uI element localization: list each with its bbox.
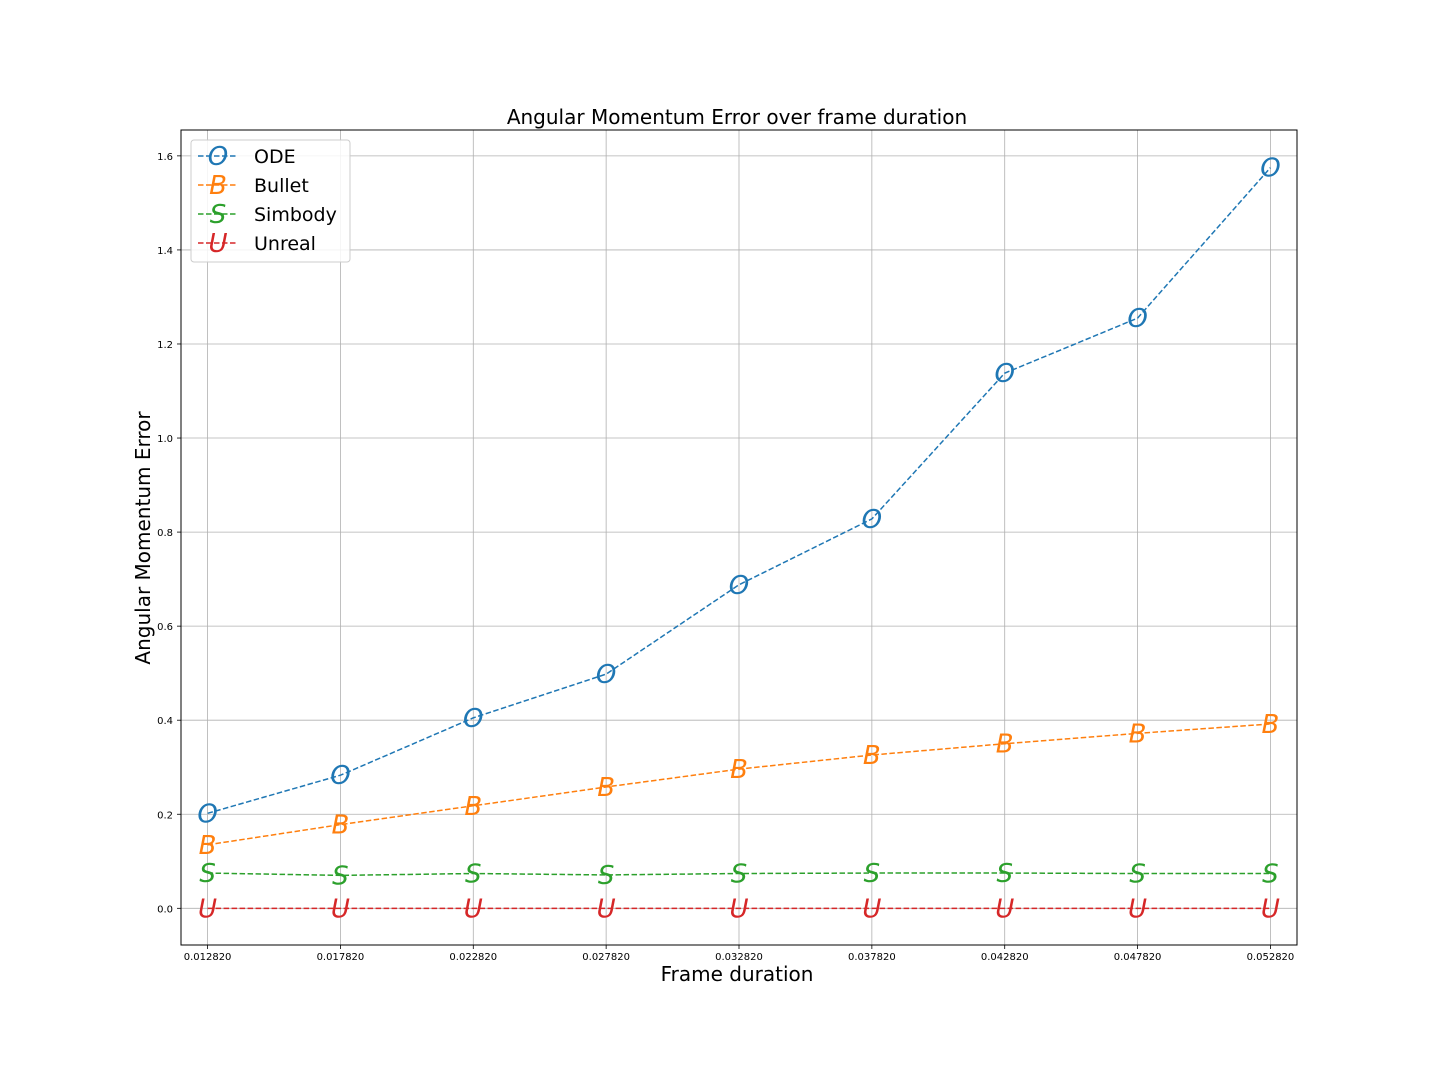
data-point-ode: O <box>596 660 616 690</box>
data-point-bullet: B <box>1129 719 1147 749</box>
data-point-simbody: S <box>1262 860 1279 890</box>
legend-box <box>190 139 351 263</box>
series-ode: O O O O O O O O O <box>197 154 1280 830</box>
legend-item-bullet: B Bullet <box>198 171 309 201</box>
data-point-unreal: U <box>464 894 483 924</box>
ticks: 0.012820 0.017820 0.022820 0.027820 0.032820… <box>157 152 1294 963</box>
chart-title: Angular Momentum Error over frame durati… <box>507 105 967 129</box>
legend-item-simbody: S Simbody <box>198 200 337 230</box>
data-point-unreal: U <box>597 894 616 924</box>
data-point-ode: O <box>862 505 882 535</box>
x-tick-label: 0.022820 <box>449 952 497 963</box>
data-point-simbody: S <box>199 859 216 889</box>
data-point-ode: O <box>994 359 1014 389</box>
legend-label: Bullet <box>254 175 309 197</box>
data-point-bullet: B <box>996 730 1014 760</box>
data-point-bullet: B <box>199 831 217 861</box>
legend-item-ode: O ODE <box>198 142 296 172</box>
data-point-unreal: U <box>1261 894 1280 924</box>
legend: O ODE B Bullet S Simbody U Unreal <box>190 139 351 263</box>
y-tick-label: 0.2 <box>157 810 173 821</box>
x-tick-label: 0.042820 <box>981 952 1029 963</box>
data-point-simbody: S <box>598 861 615 891</box>
data-point-bullet: B <box>863 741 881 771</box>
data-point-simbody: S <box>465 860 482 890</box>
data-point-unreal: U <box>1128 894 1147 924</box>
data-point-ode: O <box>1127 304 1147 334</box>
data-point-bullet: B <box>332 811 350 841</box>
x-tick-label: 0.052820 <box>1247 952 1295 963</box>
data-point-unreal: U <box>198 894 217 924</box>
y-tick-label: 0.8 <box>157 528 173 539</box>
y-tick-label: 1.6 <box>157 152 173 163</box>
series-bullet: B B B B B B B B B <box>199 710 1280 861</box>
data-point-bullet: B <box>464 792 482 822</box>
data-point-unreal: U <box>729 894 748 924</box>
x-tick-label: 0.012820 <box>184 952 232 963</box>
legend-marker: B <box>209 171 227 201</box>
y-tick-label: 1.4 <box>157 246 173 257</box>
x-tick-label: 0.047820 <box>1114 952 1162 963</box>
y-tick-label: 1.0 <box>157 434 173 445</box>
data-point-bullet: B <box>597 773 615 803</box>
y-tick-label: 0.6 <box>157 622 173 633</box>
series-line-simbody <box>207 872 1271 877</box>
data-point-unreal: U <box>331 894 350 924</box>
legend-marker: U <box>208 229 227 259</box>
x-tick-label: 0.037820 <box>848 952 896 963</box>
legend-marker: O <box>208 142 228 172</box>
data-point-simbody: S <box>864 859 881 889</box>
data-point-simbody: S <box>731 860 748 890</box>
y-tick-label: 0.0 <box>157 904 173 915</box>
x-tick-label: 0.017820 <box>317 952 365 963</box>
series-line-ode <box>207 167 1271 815</box>
data-point-bullet: B <box>1262 710 1280 740</box>
x-tick-label: 0.032820 <box>715 952 763 963</box>
legend-label: Simbody <box>254 204 337 226</box>
data-point-ode: O <box>330 761 350 791</box>
legend-label: Unreal <box>254 233 316 255</box>
data-point-ode: O <box>197 799 217 829</box>
data-point-unreal: U <box>862 894 881 924</box>
y-tick-label: 0.4 <box>157 716 173 727</box>
data-point-simbody: S <box>332 861 349 891</box>
legend-marker: S <box>210 200 227 230</box>
y-tick-label: 1.2 <box>157 340 173 351</box>
x-axis-label: Frame duration <box>661 962 814 986</box>
data-point-ode: O <box>729 571 749 601</box>
legend-label: ODE <box>254 146 296 168</box>
data-point-unreal: U <box>995 894 1014 924</box>
data-point-ode: O <box>463 704 483 734</box>
y-axis-label: Angular Momentum Error <box>131 411 155 665</box>
x-tick-label: 0.027820 <box>582 952 630 963</box>
series-line-bullet <box>207 723 1271 846</box>
legend-item-unreal: U Unreal <box>198 229 316 259</box>
data-point-simbody: S <box>1129 860 1146 890</box>
data-point-bullet: B <box>730 755 748 785</box>
data-point-simbody: S <box>996 859 1013 889</box>
data-point-ode: O <box>1260 154 1280 184</box>
